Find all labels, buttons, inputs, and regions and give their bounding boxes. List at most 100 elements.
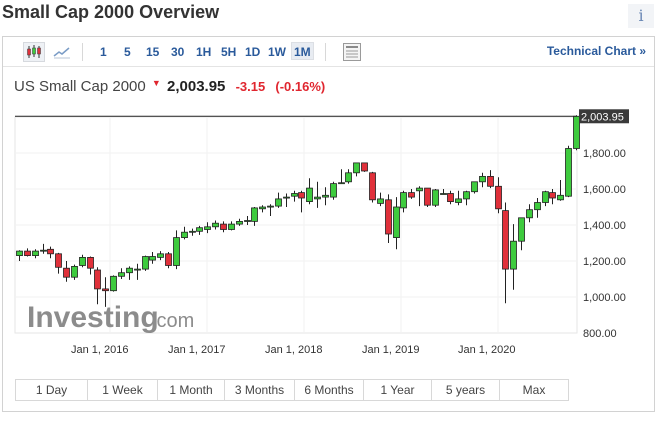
candle bbox=[306, 187, 313, 203]
interval-1w[interactable]: 1W bbox=[268, 45, 286, 59]
candle bbox=[479, 175, 486, 183]
candle bbox=[134, 268, 141, 271]
svg-text:1,000.00: 1,000.00 bbox=[583, 292, 626, 304]
candle bbox=[291, 193, 298, 197]
investing-watermark: Investing bbox=[27, 301, 159, 334]
last-price-label bbox=[579, 109, 629, 124]
candle bbox=[251, 207, 258, 222]
candle bbox=[549, 192, 556, 199]
candlestick-chart[interactable]: Investing.com 800.00 1,000.00 1,200.00 1,400… bbox=[3, 37, 654, 375]
instrument-name: US Small Cap 2000 bbox=[14, 78, 146, 95]
candle bbox=[385, 199, 392, 235]
interval-5h[interactable]: 5H bbox=[221, 45, 237, 59]
candle bbox=[510, 240, 517, 270]
candle bbox=[220, 223, 227, 230]
candle bbox=[338, 182, 345, 185]
candle bbox=[173, 237, 180, 266]
candle bbox=[142, 256, 149, 270]
candle bbox=[110, 275, 117, 292]
candle bbox=[361, 162, 368, 172]
candle bbox=[259, 206, 266, 210]
range-3-months[interactable]: 3 Months bbox=[225, 380, 295, 400]
interval-1m[interactable]: 1M bbox=[291, 42, 314, 60]
svg-text:1,200.00: 1,200.00 bbox=[583, 256, 626, 268]
svg-text:1,800.00: 1,800.00 bbox=[583, 148, 626, 160]
interval-1d[interactable]: 1D bbox=[245, 45, 261, 59]
range-1-year[interactable]: 1 Year bbox=[364, 380, 432, 400]
candle bbox=[369, 172, 376, 201]
candle bbox=[55, 253, 62, 268]
candle bbox=[87, 256, 94, 269]
candle bbox=[32, 250, 39, 257]
candle bbox=[408, 192, 415, 198]
line-chart-icon[interactable] bbox=[51, 42, 73, 62]
candle bbox=[400, 192, 407, 209]
candle bbox=[353, 162, 360, 174]
candle bbox=[236, 220, 243, 225]
candle bbox=[189, 230, 196, 233]
candle bbox=[228, 223, 235, 230]
candle bbox=[557, 194, 564, 201]
candle bbox=[573, 115, 580, 149]
toolbar-divider bbox=[82, 43, 83, 61]
candle bbox=[314, 196, 321, 200]
candle bbox=[126, 267, 133, 274]
candle bbox=[432, 189, 439, 206]
range-1-week[interactable]: 1 Week bbox=[88, 380, 158, 400]
range-selector: 1 Day 1 Week 1 Month 3 Months 6 Months 1 Year… bbox=[15, 379, 569, 401]
candle bbox=[542, 191, 549, 203]
candle bbox=[118, 272, 125, 277]
candle bbox=[487, 175, 494, 187]
price-change-percent: (-0.16%) bbox=[275, 79, 326, 94]
candle bbox=[416, 187, 423, 192]
interval-5[interactable]: 5 bbox=[124, 45, 131, 59]
range-max[interactable]: Max bbox=[522, 383, 546, 397]
table-icon[interactable] bbox=[341, 42, 363, 62]
svg-text:Jan 1, 2018: Jan 1, 2018 bbox=[265, 344, 323, 356]
candle bbox=[157, 253, 164, 258]
chart-panel: 1 5 15 30 1H 5H 1D 1W 1M Technical Chart… bbox=[2, 36, 655, 412]
range-6-months[interactable]: 6 Months bbox=[295, 380, 364, 400]
candle bbox=[212, 222, 219, 228]
price-change: -3.15 bbox=[235, 79, 266, 94]
candle bbox=[345, 172, 352, 183]
candle bbox=[196, 227, 203, 232]
candle bbox=[518, 217, 525, 242]
candle bbox=[94, 269, 101, 290]
candle bbox=[526, 209, 533, 219]
svg-text:800.00: 800.00 bbox=[583, 328, 617, 340]
candle bbox=[463, 191, 470, 200]
technical-chart-link[interactable]: Technical Chart » bbox=[546, 44, 646, 58]
interval-1[interactable]: 1 bbox=[100, 45, 107, 59]
candle bbox=[267, 205, 274, 208]
svg-text:1,600.00: 1,600.00 bbox=[583, 184, 626, 196]
interval-1h[interactable]: 1H bbox=[196, 45, 212, 59]
candle bbox=[79, 256, 86, 266]
candle bbox=[330, 183, 337, 198]
range-1-month[interactable]: 1 Month bbox=[158, 380, 225, 400]
candle bbox=[471, 181, 478, 193]
interval-30[interactable]: 30 bbox=[171, 45, 185, 59]
svg-text:Jan 1, 2017: Jan 1, 2017 bbox=[168, 344, 226, 356]
svg-text:Jan 1, 2020: Jan 1, 2020 bbox=[458, 344, 516, 356]
candle bbox=[283, 196, 290, 199]
candle bbox=[495, 185, 502, 210]
down-arrow-icon: ▼ bbox=[151, 78, 161, 88]
candle bbox=[298, 192, 305, 199]
candle bbox=[275, 198, 282, 207]
svg-text:Jan 1, 2016: Jan 1, 2016 bbox=[71, 344, 129, 356]
range-1-day[interactable]: 1 Day bbox=[16, 380, 88, 400]
candle bbox=[244, 220, 251, 222]
range-5-years[interactable]: 5 years bbox=[432, 380, 500, 400]
info-icon[interactable]: i bbox=[628, 4, 654, 28]
candle bbox=[16, 250, 23, 257]
candle bbox=[393, 206, 400, 239]
candle bbox=[534, 202, 541, 211]
last-price: 2,003.95 bbox=[167, 78, 226, 95]
candlestick-icon[interactable] bbox=[23, 42, 45, 62]
chart-toolbar: 1 5 15 30 1H 5H 1D 1W 1M Technical Chart… bbox=[3, 37, 654, 67]
interval-15[interactable]: 15 bbox=[146, 45, 160, 59]
candle bbox=[377, 198, 384, 204]
candle bbox=[204, 226, 211, 230]
svg-text:Jan 1, 2019: Jan 1, 2019 bbox=[362, 344, 420, 356]
